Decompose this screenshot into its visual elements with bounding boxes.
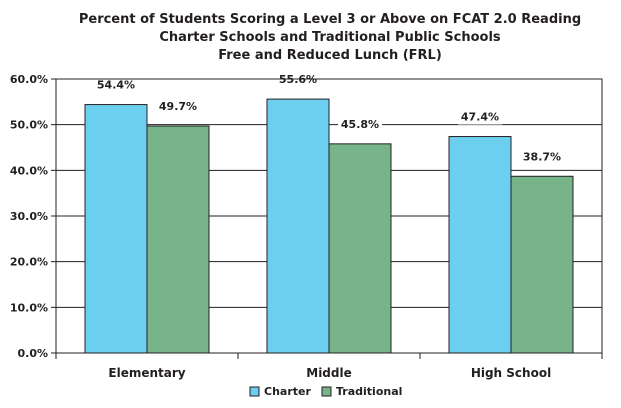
x-category-label: High School (471, 366, 551, 380)
axes (51, 78, 603, 359)
y-tick-label: 0.0% (17, 347, 48, 360)
data-label-bg (276, 72, 320, 88)
bars (84, 98, 574, 354)
data-label-bg (458, 109, 502, 125)
legend-label-charter: Charter (264, 385, 311, 398)
x-axis-categories: Elementary Middle High School (108, 366, 551, 380)
y-axis-ticks: 0.0% 10.0% 20.0% 30.0% 40.0% 50.0% 60.0% (10, 73, 48, 360)
y-tick-label: 50.0% (10, 119, 48, 132)
data-label: 47.4% (461, 111, 499, 124)
x-category-label: Elementary (108, 366, 185, 380)
legend: Charter Traditional (249, 385, 402, 398)
bar-charter-high-school (448, 136, 512, 354)
data-label: 38.7% (523, 150, 561, 163)
chart-title: Percent of Students Scoring a Level 3 or… (79, 12, 581, 63)
y-tick-label: 10.0% (10, 301, 48, 314)
legend-label-traditional: Traditional (336, 385, 402, 398)
bar-charter-elementary (84, 104, 148, 354)
x-category-label: Middle (306, 366, 352, 380)
data-label: 45.8% (341, 118, 379, 131)
y-tick-label: 60.0% (10, 73, 48, 86)
y-tick-label: 40.0% (10, 164, 48, 177)
bar-charter-middle (266, 98, 330, 354)
legend-swatch-charter (249, 386, 260, 397)
y-tick-label: 20.0% (10, 256, 48, 269)
data-label-bg (338, 116, 382, 132)
plot-frame (55, 78, 603, 354)
bar-traditional-elementary (146, 125, 210, 354)
chart-title-line-1: Percent of Students Scoring a Level 3 or… (79, 12, 581, 27)
data-label: 55.6% (279, 73, 317, 86)
data-label: 54.4% (97, 79, 135, 92)
bar-traditional-high-school (510, 175, 574, 354)
data-label-bg (156, 99, 200, 115)
chart-title-line-3: Free and Reduced Lunch (FRL) (218, 48, 442, 63)
legend-swatch-traditional (321, 386, 332, 397)
y-tick-label: 30.0% (10, 210, 48, 223)
bar-traditional-middle (328, 143, 392, 354)
data-label-bg (520, 149, 564, 165)
data-label: 49.7% (159, 100, 197, 113)
data-labels: 54.4% 49.7% 55.6% 45.8% 47.4% 38.7% (94, 72, 564, 165)
data-label-bg (94, 77, 138, 93)
chart-title-line-2: Charter Schools and Traditional Public S… (159, 30, 501, 45)
